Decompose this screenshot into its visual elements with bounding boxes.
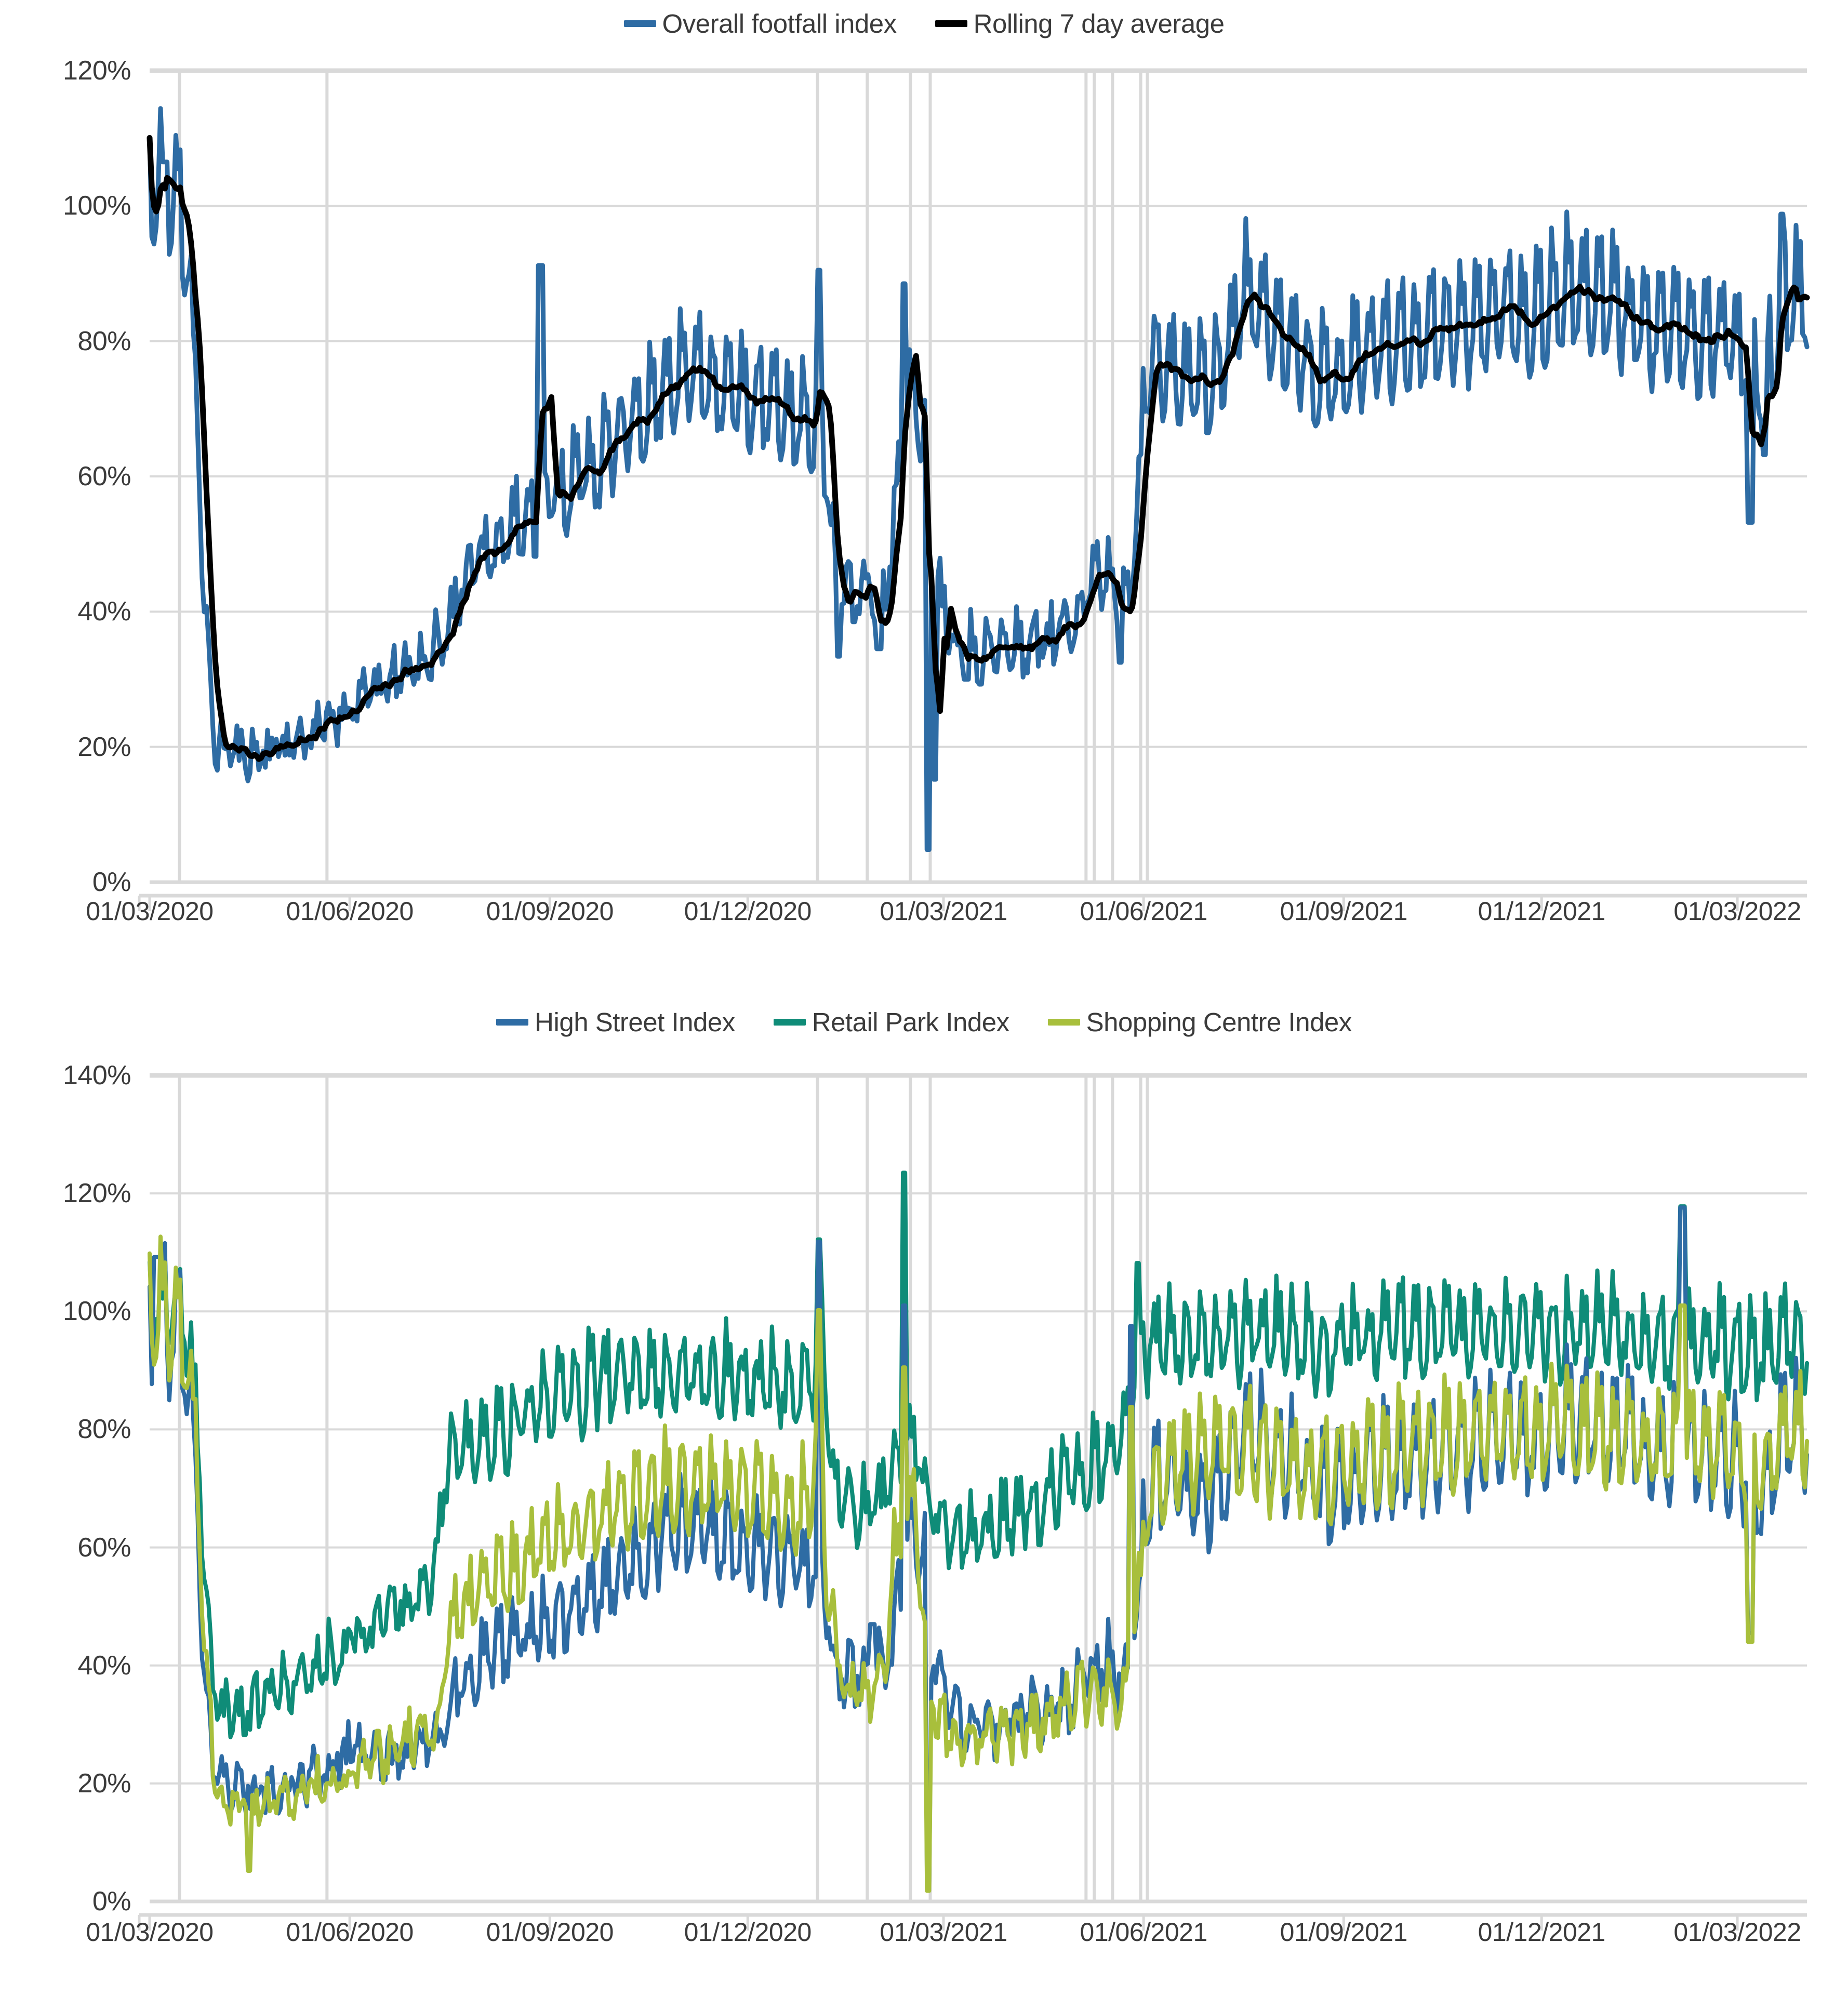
legend-label-retail-park-index: Retail Park Index [812, 1007, 1009, 1037]
chart1-svg [138, 68, 1810, 911]
sector-index-chart: High Street Index Retail Park Index Shop… [0, 982, 1848, 1996]
legend-item-retail-park-index[interactable]: Retail Park Index [773, 1007, 1009, 1037]
legend-item-overall-footfall-index[interactable]: Overall footfall index [623, 8, 897, 38]
chart2-svg [138, 1073, 1809, 1931]
chart1-plot-area: 120% 100% 80% 60% 40% 20% 0% 01/03/2020 01/06/2… [0, 42, 1848, 926]
chart2-plot-area: 140% 120% 100% 80% 60% 40% 20% 0% 01/03/2020 01/… [0, 1044, 1848, 1948]
legend-item-shopping-centre-index[interactable]: Shopping Centre Index [1047, 1007, 1352, 1037]
overall-footfall-chart: Overall footfall index Rolling 7 day ave… [0, 0, 1848, 982]
legend-label-overall-footfall-index: Overall footfall index [662, 8, 897, 38]
chart2-legend: High Street Index Retail Park Index Shop… [0, 1004, 1848, 1040]
legend-swatch-high-street-index [496, 1018, 529, 1026]
legend-label-shopping-centre-index: Shopping Centre Index [1086, 1007, 1352, 1037]
legend-swatch-shopping-centre-index [1047, 1018, 1080, 1026]
legend-item-high-street-index[interactable]: High Street Index [496, 1009, 735, 1035]
legend-item-rolling-7-day-average[interactable]: Rolling 7 day average [935, 10, 1225, 37]
legend-swatch-overall-footfall-index [623, 20, 656, 27]
legend-swatch-rolling-7-day-average [935, 20, 967, 27]
legend-label-rolling-7-day-average: Rolling 7 day average [973, 8, 1225, 38]
chart1-legend: Overall footfall index Rolling 7 day ave… [0, 5, 1848, 42]
legend-swatch-retail-park-index [773, 1018, 806, 1026]
legend-label-high-street-index: High Street Index [535, 1007, 735, 1037]
